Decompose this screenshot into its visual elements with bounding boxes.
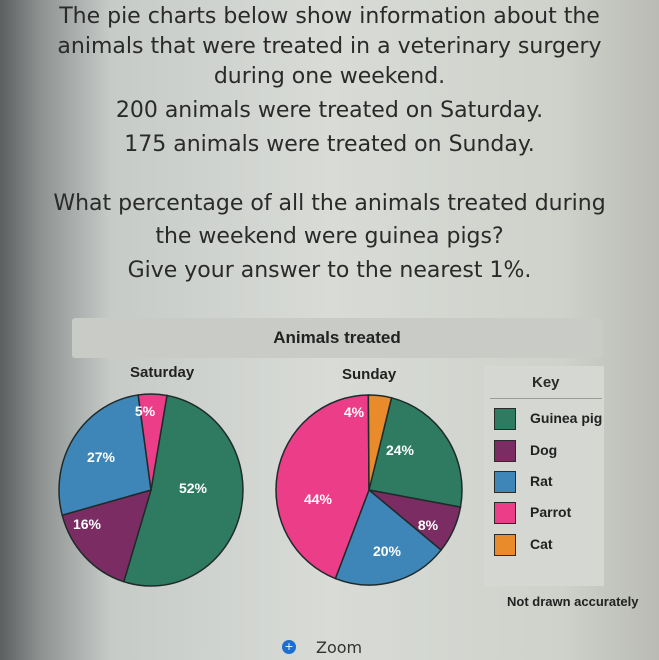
parrot-swatch — [494, 502, 516, 524]
saturday-pie-chart: 52% 16% 27% 5% — [58, 393, 244, 587]
key-label-cat: Cat — [530, 536, 553, 552]
sunday-label-guinea-pig: 24% — [386, 442, 415, 458]
plus-circle-icon: + — [282, 640, 296, 654]
sunday-slice-rat — [334, 488, 443, 586]
saturday-slice-guinea-pig — [122, 394, 244, 587]
sunday-subtitle: Sunday — [342, 366, 397, 383]
not-drawn-accurately-note: Not drawn accurately — [507, 594, 639, 609]
saturday-slice-parrot — [137, 393, 168, 491]
question-line-6: What percentage of all the animals treat… — [53, 191, 606, 216]
saturday-label-dog: 16% — [73, 516, 102, 532]
key-label-dog: Dog — [530, 442, 558, 458]
sunday-slice-guinea-pig — [368, 396, 463, 509]
saturday-label-parrot: 5% — [135, 403, 156, 419]
key-item-cat: Cat — [494, 534, 634, 558]
sunday-slice-cat — [367, 394, 393, 491]
key-item-parrot: Parrot — [494, 502, 634, 526]
key-title: Key — [532, 374, 560, 391]
question-line-7: the weekend were guinea pigs? — [155, 224, 504, 249]
key-label-guinea-pig: Guinea pig — [530, 410, 603, 426]
key-item-guinea-pig: Guinea pig — [494, 408, 634, 432]
key-label-parrot: Parrot — [530, 504, 572, 520]
saturday-slice-dog — [61, 488, 153, 583]
saturday-slice-rat — [58, 394, 152, 517]
saturday-label-rat: 27% — [87, 449, 116, 465]
sunday-label-parrot: 44% — [304, 491, 333, 507]
question-line-3: during one weekend. — [213, 64, 446, 89]
sunday-slice-parrot — [275, 394, 370, 580]
zoom-button[interactable]: + Zoom — [282, 636, 402, 660]
question-line-1: The pie charts below show information ab… — [59, 4, 600, 29]
dog-swatch — [494, 440, 516, 462]
sunday-pie-chart: 24% 8% 20% 44% 4% — [275, 394, 463, 586]
sunday-label-cat: 4% — [344, 404, 365, 420]
saturday-label-guinea-pig: 52% — [179, 480, 208, 496]
question-line-8: Give your answer to the nearest 1%. — [127, 258, 532, 283]
key-item-dog: Dog — [494, 440, 634, 464]
key-label-rat: Rat — [530, 473, 553, 489]
guinea-pig-swatch — [494, 408, 516, 430]
sunday-label-dog: 8% — [418, 517, 439, 533]
chart-title: Animals treated — [72, 318, 602, 358]
saturday-subtitle: Saturday — [130, 364, 195, 381]
key-item-rat: Rat — [494, 471, 634, 495]
sunday-label-rat: 20% — [373, 543, 402, 559]
rat-swatch — [494, 471, 516, 493]
zoom-label: Zoom — [316, 638, 363, 657]
question-line-4: 200 animals were treated on Saturday. — [115, 98, 544, 123]
question-line-2: animals that were treated in a veterinar… — [57, 34, 602, 59]
cat-swatch — [494, 534, 516, 556]
key-divider — [490, 398, 602, 399]
question-line-5: 175 animals were treated on Sunday. — [124, 132, 535, 157]
